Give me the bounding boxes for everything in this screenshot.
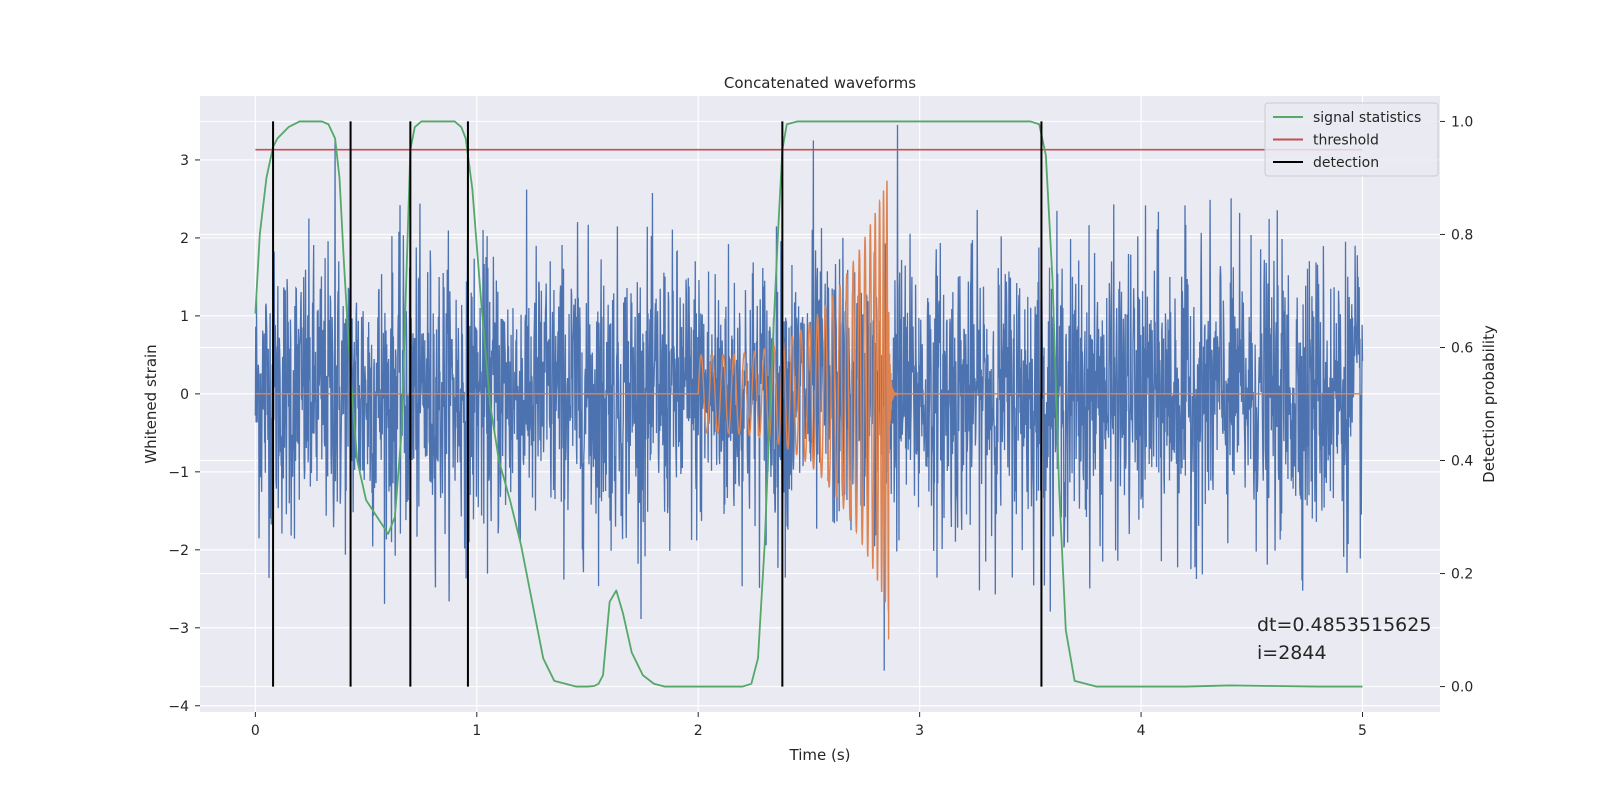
noise-trace [254,124,1364,681]
y-tick-label: −3 [168,621,189,637]
y2-axis-label: Detection probability [1480,325,1498,483]
chirp-trace [255,180,1363,640]
legend-box [1264,102,1439,177]
x-tick-label: 1 [472,723,481,739]
x-axis-label: Time (s) [789,746,851,764]
y2-tick-label: 0.2 [1451,567,1473,583]
legend-label: threshold [1313,133,1379,149]
y2-tick-label: 0.8 [1451,227,1473,243]
y2-tick-label: 0.6 [1451,340,1473,356]
y-axis-right: 0.0 0.2 0.4 0.6 0.8 1.0 [1440,114,1473,696]
series-layer [254,120,1364,688]
y-tick-label: −4 [168,699,189,715]
y-axis-left: −4 −3 −2 −1 0 1 2 3 [168,153,200,715]
legend-label: detection [1313,155,1379,171]
y2-tick-label: 1.0 [1451,114,1473,130]
legend-label: signal statistics [1313,110,1421,126]
y-axis-label: Whitened strain [142,344,160,463]
annotation-line: i=2844 [1257,642,1327,664]
legend: signal statistics threshold detection [1264,102,1439,177]
y2-tick-label: 0.4 [1451,454,1473,470]
chart-title: Concatenated waveforms [724,74,916,92]
y-tick-label: 3 [180,153,189,169]
x-tick-label: 3 [915,723,924,739]
y-tick-label: −2 [168,543,189,559]
x-tick-label: 5 [1358,723,1367,739]
y-tick-label: −1 [168,465,189,481]
x-axis: 0 1 2 3 4 5 [251,712,1367,739]
y-tick-label: 2 [180,231,189,247]
x-tick-label: 2 [694,723,703,739]
y2-tick-label: 0.0 [1451,680,1473,696]
annotation: dt=0.4853515625 i=2844 [1257,614,1431,664]
x-tick-label: 0 [251,723,260,739]
x-tick-label: 4 [1137,723,1146,739]
y-tick-label: 0 [180,387,189,403]
annotation-line: dt=0.4853515625 [1257,614,1431,636]
y-tick-label: 1 [180,309,189,325]
